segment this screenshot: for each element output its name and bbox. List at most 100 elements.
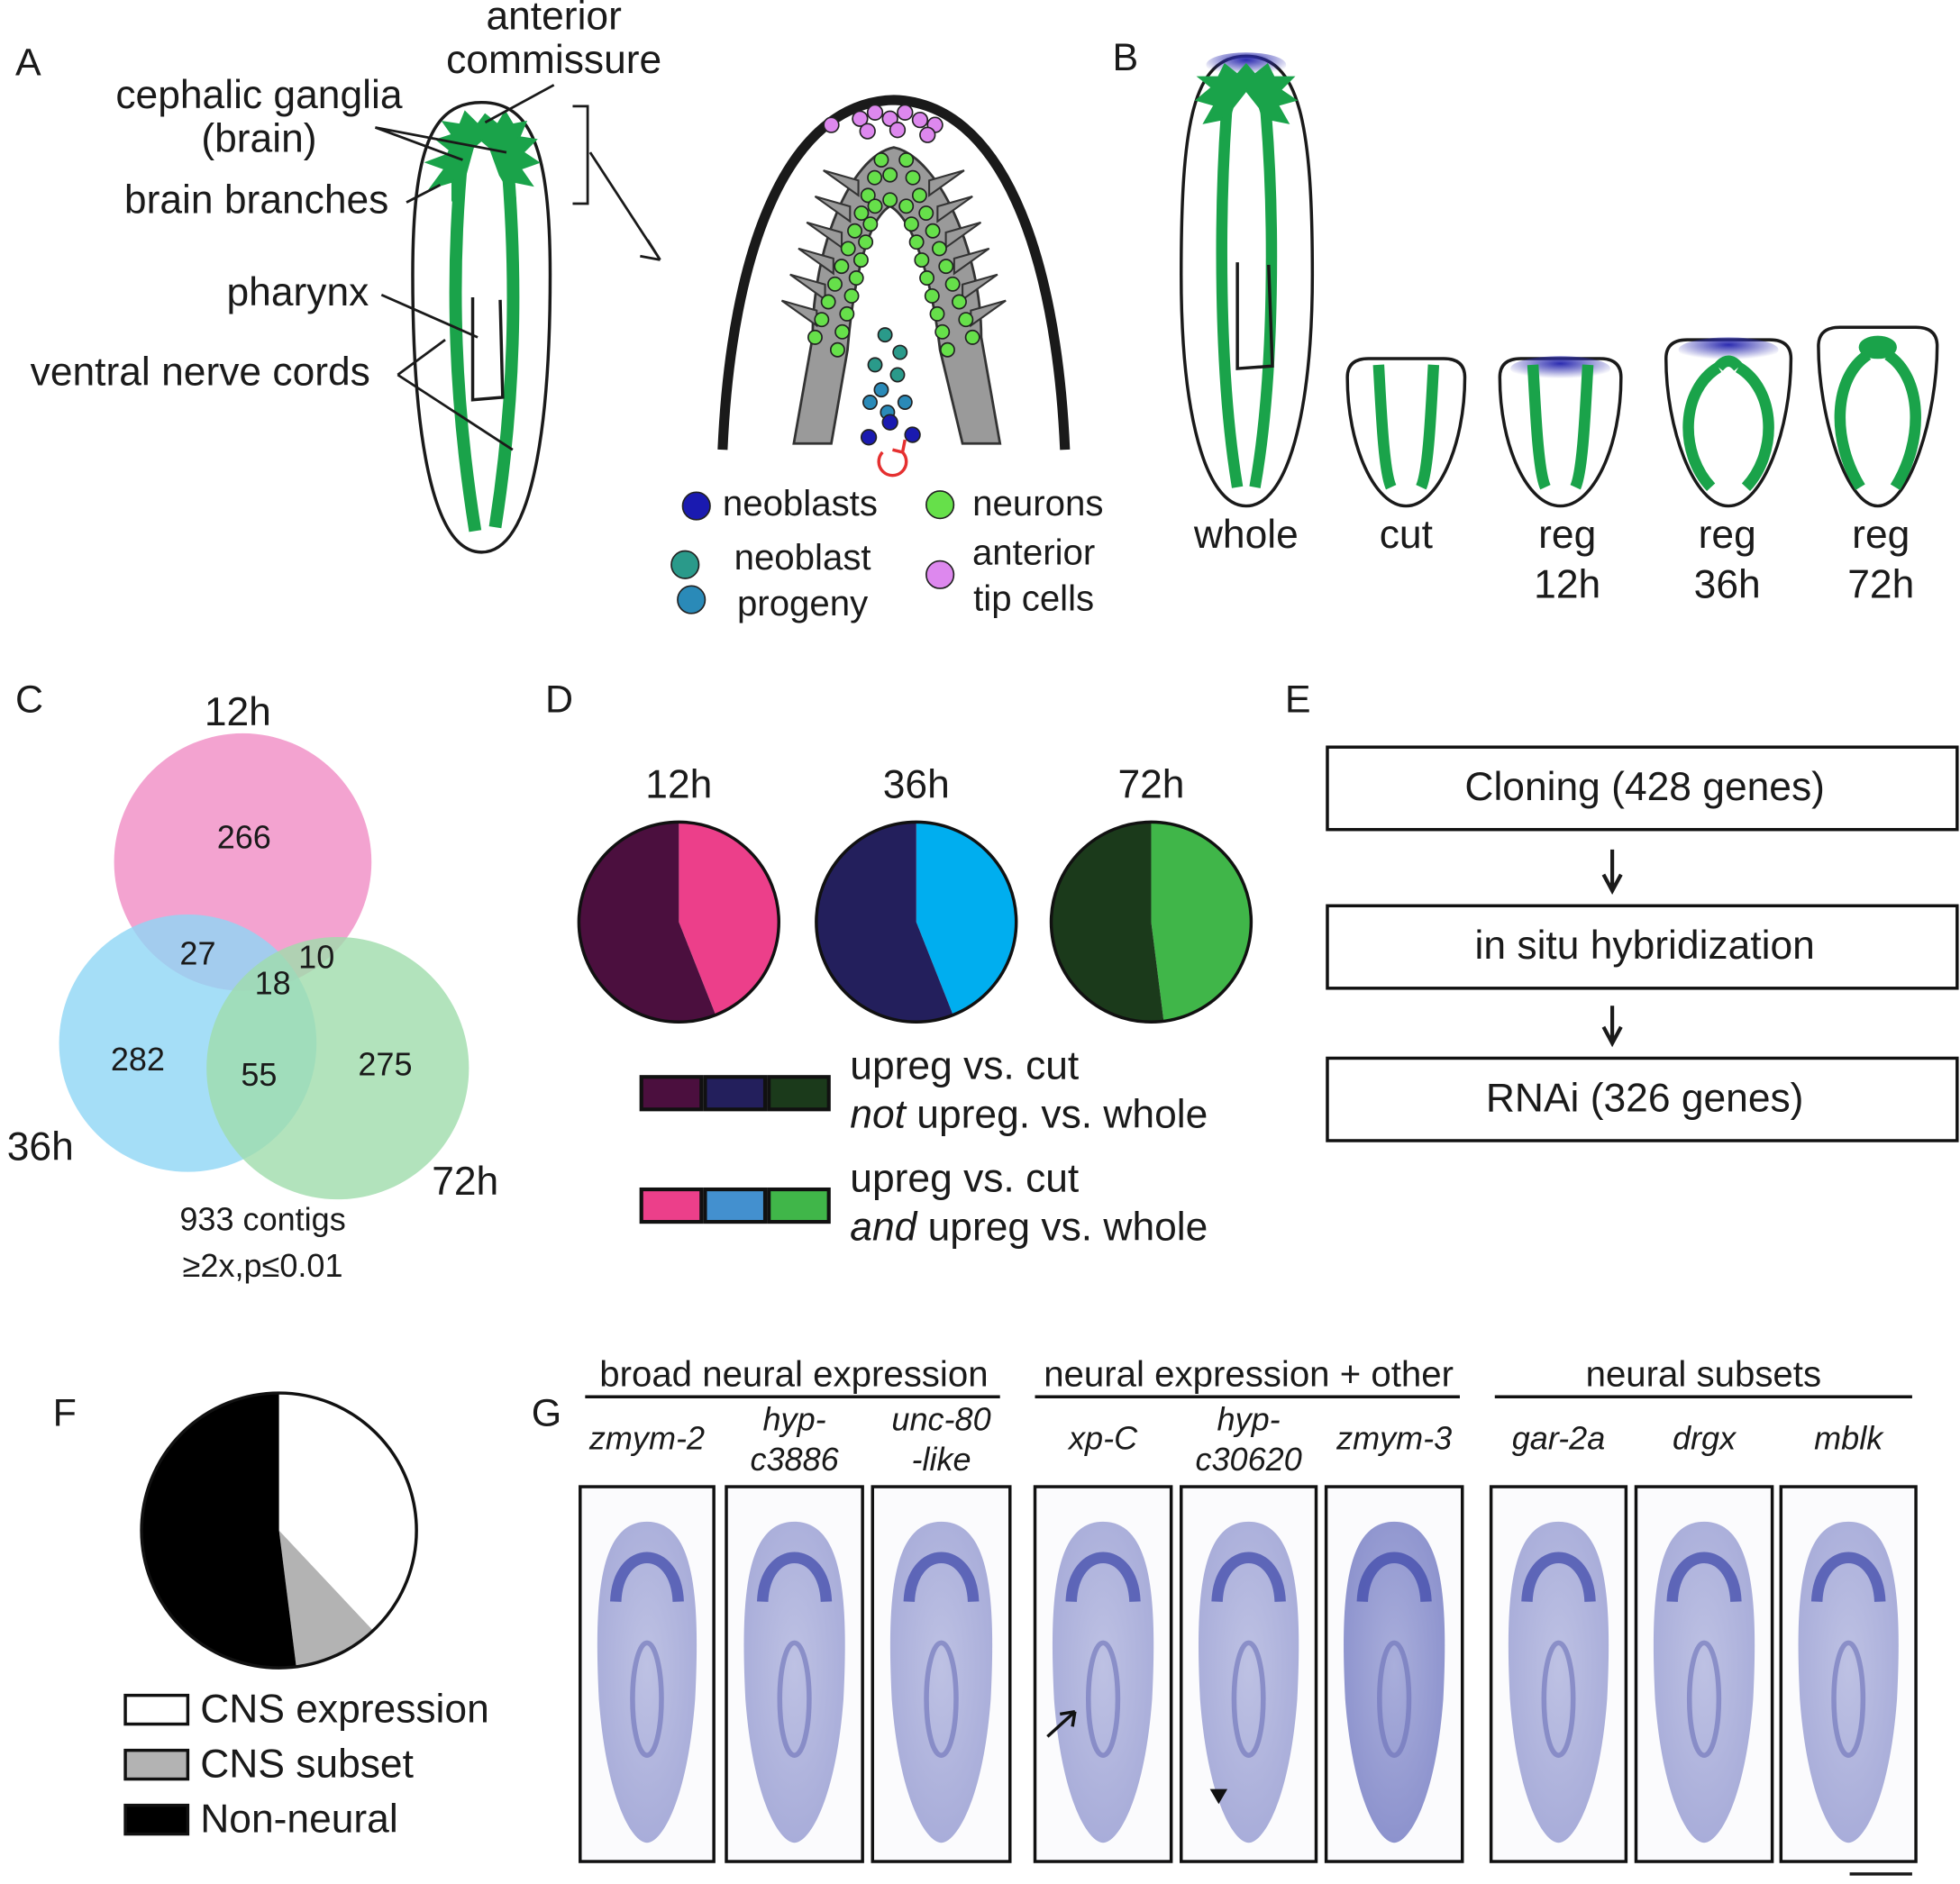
dot [934, 323, 951, 340]
dot [898, 152, 915, 168]
venn-set [206, 936, 469, 1200]
dot [897, 395, 913, 410]
worm-fragment [1345, 357, 1467, 508]
brain-spike [928, 169, 965, 197]
annotation: brain branches [124, 177, 388, 222]
ish-pharynx [1377, 1640, 1412, 1758]
dot [827, 276, 843, 292]
dot [889, 367, 906, 383]
dot [914, 252, 930, 268]
dot [840, 241, 856, 257]
anterior-cap [1678, 337, 1779, 363]
gene-name: zmym-3 [1336, 1419, 1452, 1456]
worm-fragment [1817, 325, 1939, 508]
ish-pharynx [1686, 1640, 1722, 1758]
group-title: broad neural expression [599, 1354, 988, 1395]
ish-brain [1810, 1552, 1886, 1603]
ish-brain [1666, 1552, 1742, 1603]
pie-title: 36h [883, 762, 950, 806]
dot [839, 305, 855, 322]
gene-name: hyp- [763, 1400, 826, 1437]
dot [867, 198, 883, 214]
legend-text-part: upreg vs. whole [916, 1205, 1208, 1249]
flow-step: Cloning (428 genes) [1464, 765, 1825, 809]
pharynx [470, 297, 505, 402]
legend-text: and upreg vs. whole [850, 1205, 1208, 1249]
dot [882, 192, 898, 208]
dot [867, 357, 883, 373]
dot [925, 560, 955, 589]
gene-name: drgx [1673, 1419, 1737, 1456]
legend-swatch [639, 1187, 704, 1224]
stage-label: whole [1193, 513, 1299, 557]
ish-worm [1508, 1521, 1609, 1843]
dot [944, 276, 961, 292]
brain-spike [814, 196, 852, 223]
brain-spike [953, 247, 990, 276]
gene-name: c30620 [1195, 1441, 1301, 1478]
stage-label: reg [1699, 513, 1756, 557]
ish-worm [1344, 1521, 1445, 1843]
stage-label: 72h [1847, 562, 1914, 606]
ish-brain [610, 1552, 684, 1603]
dot [881, 110, 898, 127]
ish-brain [1065, 1552, 1141, 1603]
dot [904, 426, 921, 443]
dot [848, 270, 864, 286]
flow-box [1326, 904, 1959, 990]
legend-text: tip cells [973, 578, 1094, 619]
nerve-cord [1372, 364, 1440, 490]
ish-brain [1211, 1552, 1286, 1603]
ish-pharynx [924, 1640, 959, 1758]
dot [829, 341, 845, 358]
dot [860, 187, 876, 204]
ish-worm [1798, 1521, 1899, 1843]
dot [670, 550, 700, 579]
pie-slice [1051, 822, 1164, 1023]
dot [843, 287, 860, 304]
worm-whole [1180, 54, 1315, 508]
legend-text-part: upreg vs. cut [850, 1043, 1079, 1088]
nerve-cord [449, 149, 520, 532]
dot [958, 312, 974, 328]
brain-spike [962, 273, 998, 302]
dot [911, 111, 929, 129]
legend-text: CNS expression [200, 1687, 489, 1731]
dot [862, 395, 878, 410]
gene-name: hyp- [1217, 1400, 1281, 1437]
legend-text: upreg vs. cut [850, 1043, 1079, 1088]
gene-name: c3886 [750, 1441, 839, 1478]
brain-spike [823, 169, 860, 197]
panel-label: E [1285, 678, 1311, 722]
ish-pharynx [630, 1640, 664, 1758]
dot [952, 294, 967, 310]
leader-lines [374, 84, 661, 451]
legend-swatch [123, 1748, 190, 1781]
stage-label: 36h [1694, 562, 1761, 606]
legend-text-part: and [850, 1205, 917, 1249]
dot [889, 122, 907, 139]
pie-slice [141, 1393, 296, 1669]
nerve-cord [1527, 364, 1594, 490]
regen-arrow [877, 439, 908, 478]
dot [908, 234, 925, 250]
dot [873, 382, 889, 398]
worm-fragment [1498, 357, 1623, 508]
ish-worm [597, 1521, 697, 1843]
schematics [374, 52, 1939, 1876]
legend-swatch [767, 1075, 831, 1112]
dot [853, 205, 870, 222]
dot [852, 110, 869, 127]
group-title: neural expression + other [1044, 1354, 1454, 1395]
legend-text: neoblasts [723, 483, 878, 523]
dot [834, 259, 850, 275]
dot [903, 216, 919, 232]
venn-count: 55 [241, 1056, 277, 1093]
dot [834, 323, 851, 340]
dot [873, 152, 889, 168]
dot [964, 329, 980, 345]
arrowhead [1209, 1788, 1228, 1805]
annotation: ventral nerve cords [31, 350, 370, 395]
nerve-cord [1834, 342, 1921, 491]
